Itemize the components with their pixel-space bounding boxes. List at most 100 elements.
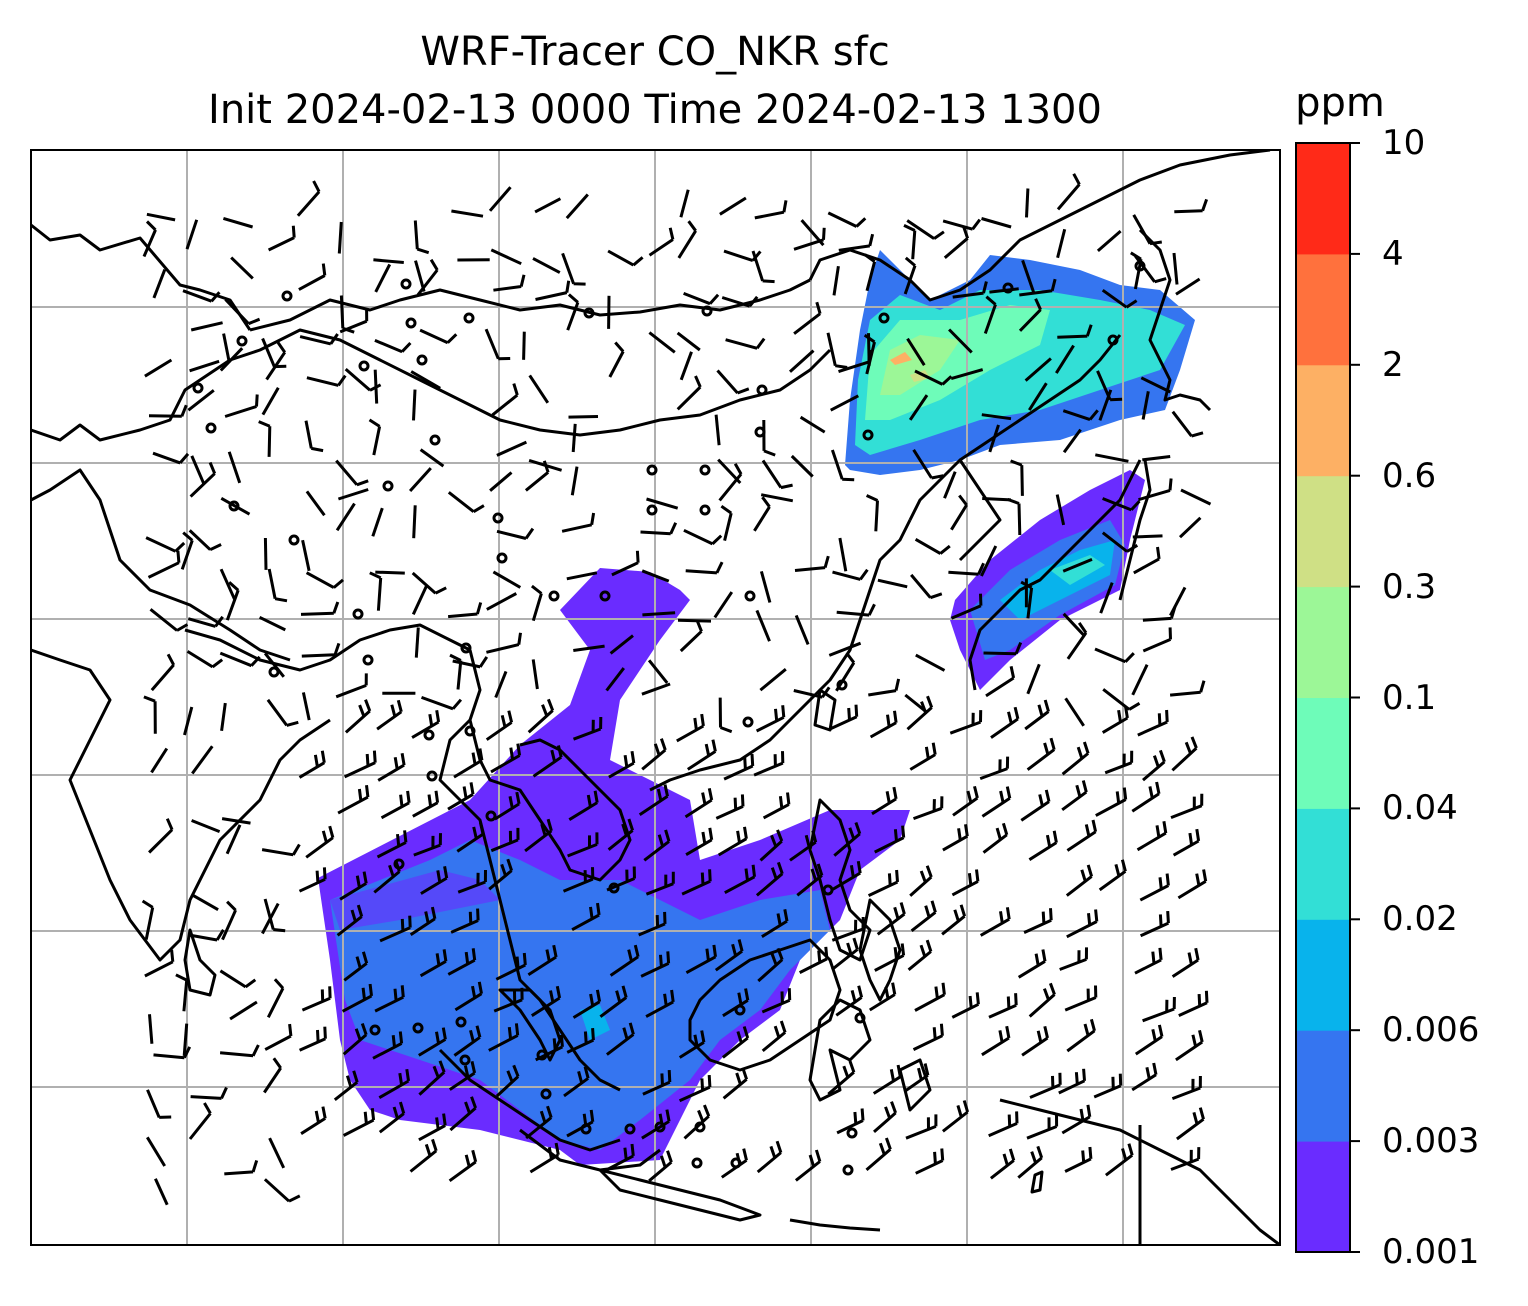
wind-barb	[190, 321, 223, 332]
wind-barb	[452, 656, 489, 669]
wind-barb	[983, 642, 1023, 656]
wind-barb	[571, 902, 601, 932]
wind-barb	[337, 488, 369, 501]
wind-barb	[607, 818, 635, 851]
calm-wind-marker	[646, 504, 658, 516]
wind-barb	[527, 698, 555, 734]
wind-barb	[983, 295, 997, 334]
wind-barb	[1142, 996, 1176, 1023]
calm-wind-marker	[1107, 334, 1119, 346]
wind-barb	[566, 1028, 595, 1054]
wind-barb	[683, 1104, 711, 1140]
wind-barb	[494, 670, 508, 699]
wind-barb	[948, 562, 985, 576]
wind-barb	[831, 916, 865, 942]
wind-barb	[1062, 612, 1086, 637]
wind-barb	[679, 189, 690, 218]
wind-barb	[876, 902, 906, 936]
wind-barb	[527, 944, 558, 977]
calm-wind-marker	[846, 1127, 858, 1139]
wind-barb	[1134, 947, 1163, 975]
calm-wind-marker	[426, 770, 438, 782]
wind-barb	[484, 328, 511, 361]
wind-barb	[910, 573, 943, 600]
wind-barb	[143, 695, 157, 734]
wind-barb	[683, 528, 723, 546]
wind-barb	[990, 706, 1020, 739]
wind-barb	[457, 869, 487, 894]
wind-barb	[714, 414, 721, 446]
calm-wind-marker	[756, 384, 768, 396]
wind-barb	[1104, 750, 1134, 775]
wind-barb	[751, 250, 775, 284]
wind-barb	[528, 374, 550, 404]
colorbar-tick-label: 10	[1382, 123, 1426, 163]
wind-barb	[491, 383, 519, 417]
wind-barb	[493, 987, 524, 1013]
wind-barb	[755, 609, 771, 642]
colorbar-tick-label: 2	[1382, 344, 1404, 385]
wind-barb	[1170, 1147, 1201, 1171]
wind-barb	[677, 618, 712, 623]
wind-barb	[1175, 277, 1201, 296]
wind-barb	[190, 893, 219, 912]
wind-barb	[950, 494, 968, 531]
wind-barb	[296, 180, 321, 217]
wind-barb	[190, 1086, 228, 1100]
wind-barb	[724, 864, 756, 895]
wind-barb	[908, 394, 929, 421]
wind-barb	[1131, 781, 1161, 813]
calm-wind-marker	[236, 335, 248, 347]
wind-barb	[759, 829, 784, 862]
wind-barb	[941, 1100, 970, 1133]
wind-barb	[718, 462, 743, 502]
wind-barb	[826, 332, 848, 369]
wind-barb	[1176, 1107, 1205, 1141]
colorbar-tick-label: 0.001	[1382, 1232, 1480, 1272]
wind-barb	[413, 220, 430, 255]
wind-barb	[942, 218, 981, 231]
calm-wind-marker	[281, 290, 293, 302]
colorbar-tick-label: 0.04	[1382, 788, 1458, 829]
wind-barb	[1171, 947, 1200, 978]
wind-barb	[686, 739, 717, 771]
wind-barb	[864, 253, 877, 292]
wind-barb	[608, 341, 625, 378]
wind-barb	[420, 866, 449, 895]
wind-barb	[413, 833, 442, 857]
wind-barb	[794, 1149, 822, 1182]
wind-barb	[1026, 737, 1056, 771]
wind-barb	[485, 710, 514, 741]
wind-barb	[1101, 531, 1139, 553]
calm-wind-marker	[205, 422, 217, 434]
wind-barb	[1095, 453, 1129, 463]
colorbar-tick-label: 0.6	[1382, 455, 1437, 496]
wind-barb	[1064, 985, 1098, 1012]
colorbar-tick-label: 0.006	[1382, 1010, 1480, 1051]
wind-barb	[1169, 586, 1187, 617]
wind-barb	[144, 949, 175, 978]
wind-barb	[906, 219, 945, 240]
wind-barb	[229, 1000, 258, 1021]
wind-barb	[1023, 908, 1053, 934]
wind-barb	[830, 860, 862, 892]
wind-barb	[568, 790, 599, 821]
wind-barb	[418, 1027, 447, 1057]
colorbar-tick-label: 0.3	[1382, 566, 1437, 607]
wind-barb	[490, 743, 522, 774]
calm-wind-marker	[382, 480, 394, 492]
wind-barb	[1059, 947, 1088, 971]
wind-barb	[412, 790, 440, 818]
wind-barb	[419, 949, 448, 978]
wind-barb	[373, 369, 379, 404]
wind-barb	[1132, 214, 1163, 246]
wind-barb	[942, 824, 969, 852]
calm-wind-marker	[699, 504, 711, 516]
wind-barb	[408, 467, 432, 493]
wind-barb	[676, 713, 705, 743]
wind-barb	[148, 404, 188, 418]
wind-barb	[905, 1114, 938, 1140]
wind-barb	[1028, 382, 1048, 411]
wind-barb	[1134, 255, 1167, 284]
